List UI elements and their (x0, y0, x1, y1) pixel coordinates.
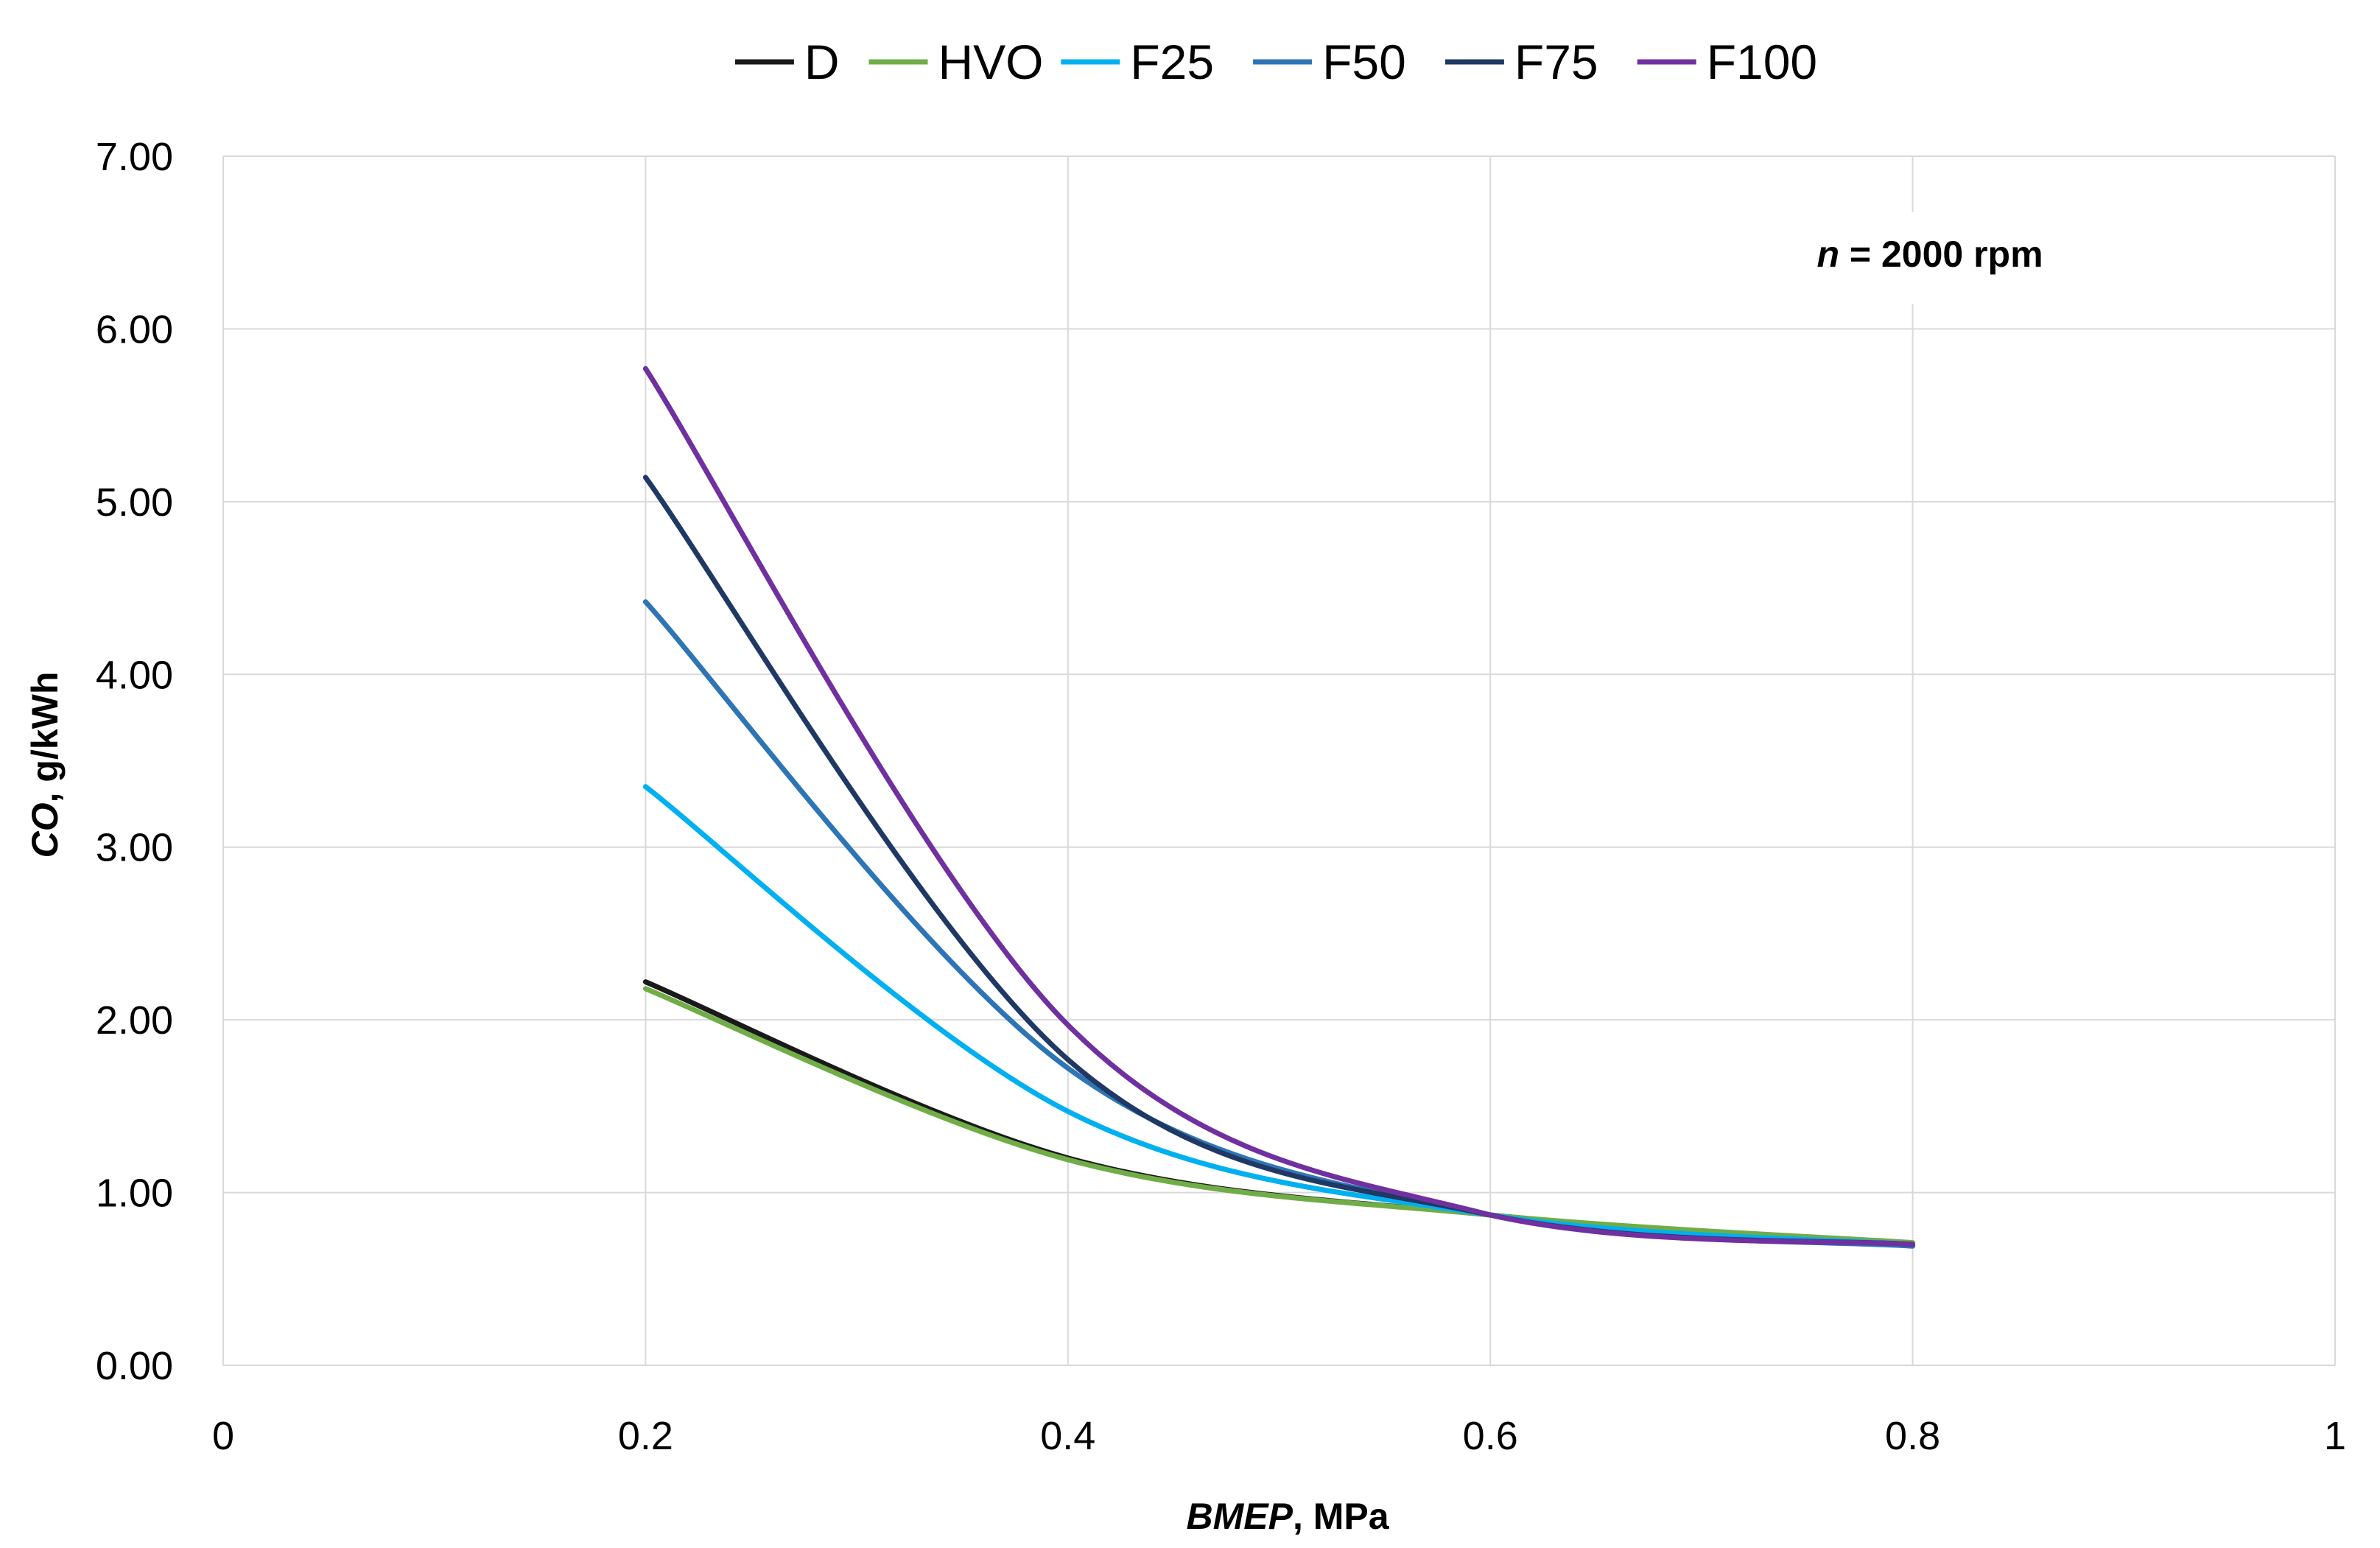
x-tick-label: 0.4 (1040, 1414, 1095, 1458)
x-tick-label: 0.8 (1885, 1414, 1940, 1458)
y-axis-title-italic: CO (24, 802, 66, 858)
x-tick-label: 1 (2324, 1414, 2346, 1458)
series-line-f25 (642, 784, 1916, 1247)
y-tick-label: 7.00 (96, 135, 173, 179)
grid-layer (222, 155, 2336, 1366)
legend-item-f100: F100 (1637, 35, 1817, 89)
series-line-f100 (642, 365, 1916, 1247)
x-tick-label: 0 (212, 1414, 234, 1458)
legend-item-f25: F25 (1061, 35, 1214, 89)
legend-label: F25 (1130, 35, 1214, 89)
rpm-annotation-symbol: n (1816, 234, 1839, 275)
legend-item-f75: F75 (1445, 35, 1598, 89)
y-tick-label: 0.00 (96, 1344, 173, 1388)
legend-item-f50: F50 (1253, 35, 1406, 89)
x-axis-title-italic: BMEP (1186, 1496, 1293, 1537)
y-axis-title: CO, g/kWh (24, 672, 66, 858)
legend-label: F50 (1322, 35, 1406, 89)
x-tick-label: 0.2 (618, 1414, 673, 1458)
x-tick-label: 0.6 (1463, 1414, 1518, 1458)
y-tick-label: 6.00 (96, 307, 173, 351)
legend-item-hvo: HVO (868, 35, 1044, 89)
rpm-annotation-value: = 2000 rpm (1839, 234, 2043, 275)
y-tick-label: 1.00 (96, 1171, 173, 1216)
y-tick-label: 5.00 (96, 480, 173, 525)
y-tick-label: 2.00 (96, 998, 173, 1043)
y-tick-label: 3.00 (96, 826, 173, 870)
series-line-hvo (642, 986, 1916, 1246)
x-axis-title: BMEP, MPa (1186, 1496, 1389, 1537)
series-layer (642, 365, 1916, 1249)
legend-label: D (804, 35, 840, 89)
y-axis-title-unit: , g/kWh (24, 672, 66, 803)
rpm-annotation: n = 2000 rpm (1816, 234, 2043, 275)
legend-label: F100 (1707, 35, 1817, 89)
x-axis-ticks: 0 0.2 0.4 0.6 0.8 1 (212, 1414, 2346, 1458)
y-axis-ticks: 0.00 1.00 2.00 3.00 4.00 5.00 6.00 7.00 (96, 135, 173, 1388)
legend-label: F75 (1514, 35, 1598, 89)
legend: D HVO F25 F50 F75 F100 (734, 35, 1817, 89)
legend-item-d: D (734, 35, 840, 89)
legend-label: HVO (938, 35, 1044, 89)
x-axis-title-unit: , MPa (1293, 1496, 1390, 1537)
y-tick-label: 4.00 (96, 653, 173, 697)
annotation-background (1790, 212, 2070, 304)
